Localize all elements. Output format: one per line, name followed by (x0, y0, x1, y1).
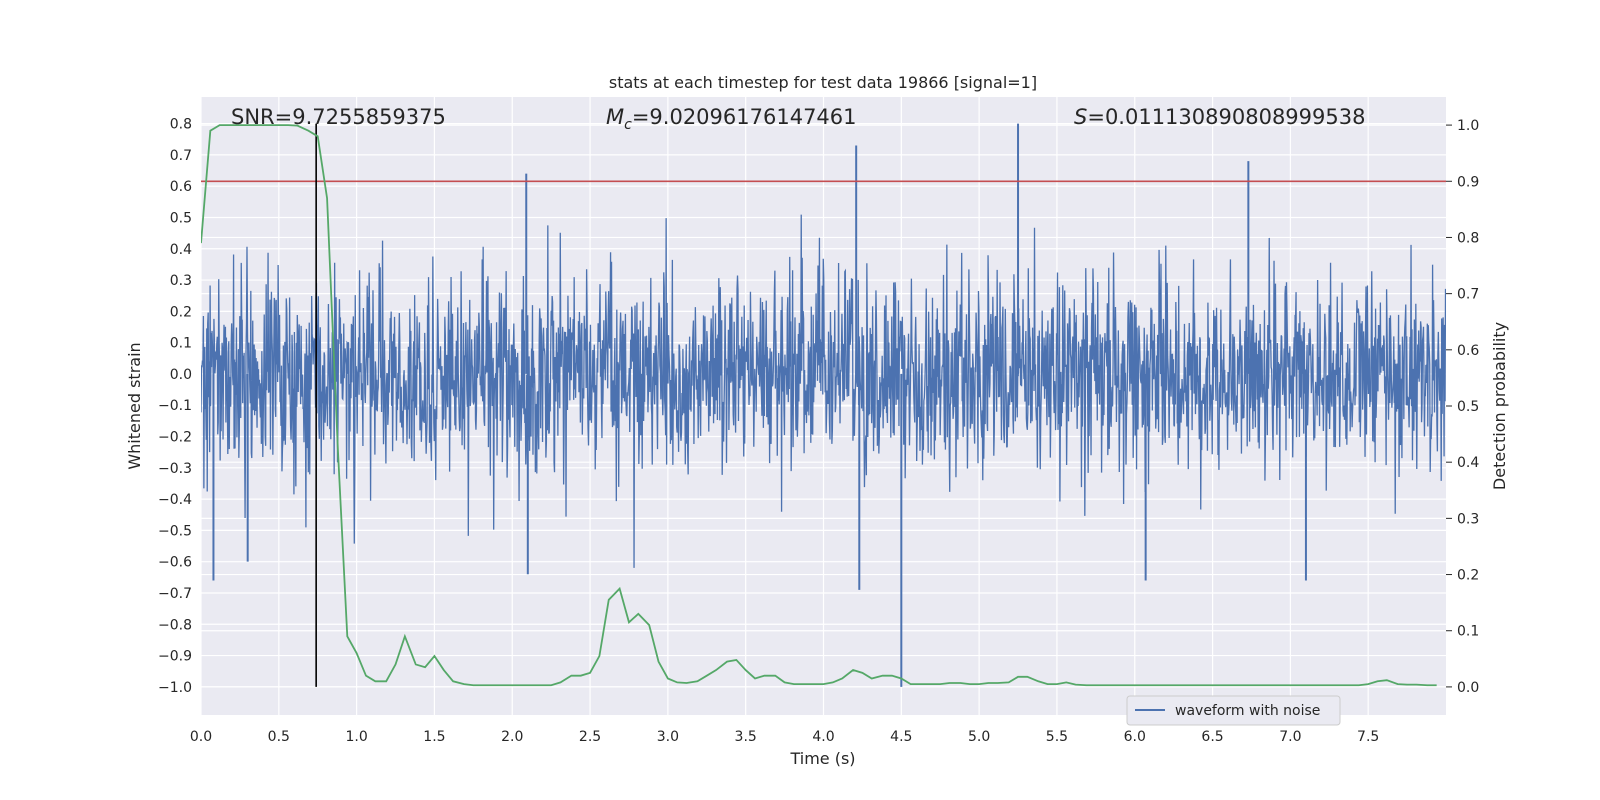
y-left-tick-label-0: 0.8 (170, 117, 192, 133)
legend: waveform with noise (1126, 695, 1341, 726)
y-right-axis-ticks: 1.0 0.9 0.8 0.7 0.6 0.5 0.4 0.3 0.2 0.1 0.0 (1446, 118, 1479, 696)
y-left-tick-label-2: 0.6 (170, 179, 192, 195)
y-left-tick-label-10: −0.2 (158, 430, 192, 446)
series-detection-probability-line (201, 124, 1437, 687)
x-axis-ticks: 0.0 0.5 1.0 1.5 2.0 2.5 3.0 3.5 4.0 4.5 5.0 5.5 6.0 6… (190, 729, 1379, 745)
overlay-layer (201, 123, 1446, 687)
legend-label-waveform: waveform with noise (1175, 703, 1320, 719)
x-tick-label-4: 2.0 (501, 729, 523, 745)
y-right-tick-label-6: 0.4 (1457, 455, 1479, 471)
y-right-tick-label-10: 0.0 (1457, 680, 1479, 696)
x-tick-label-13: 6.5 (1201, 729, 1223, 745)
y-left-tick-label-16: −0.8 (158, 617, 192, 633)
x-tick-label-6: 3.0 (657, 729, 679, 745)
chirp-mass-symbol: M (606, 105, 624, 129)
y-left-tick-label-3: 0.5 (170, 210, 192, 226)
x-tick-label-14: 7.0 (1279, 729, 1301, 745)
x-tick-label-11: 5.5 (1046, 729, 1068, 745)
x-tick-label-15: 7.5 (1357, 729, 1379, 745)
y-left-tick-label-11: −0.3 (158, 461, 192, 477)
y-left-tick-label-12: −0.4 (158, 492, 192, 508)
y-left-tick-label-8: 0.0 (170, 367, 192, 383)
y-left-tick-label-4: 0.4 (170, 242, 192, 258)
y-right-tick-label-8: 0.2 (1457, 568, 1479, 584)
y-right-tick-label-2: 0.8 (1457, 230, 1479, 246)
chirp-mass-subscript: c (624, 117, 632, 133)
x-tick-label-2: 1.0 (345, 729, 367, 745)
x-tick-label-1: 0.5 (268, 729, 290, 745)
y-left-tick-label-5: 0.3 (170, 273, 192, 289)
y-left-tick-label-17: −0.9 (158, 649, 192, 665)
y-left-tick-label-18: −1.0 (158, 680, 192, 696)
y-right-tick-label-9: 0.1 (1457, 624, 1479, 640)
y-right-tick-label-3: 0.7 (1457, 287, 1479, 303)
snr-annotation: SNR=9.7255859375 (231, 105, 446, 129)
y-left-tick-label-13: −0.5 (158, 523, 192, 539)
y-left-tick-label-6: 0.2 (170, 304, 192, 320)
y-right-tick-label-1: 0.9 (1457, 174, 1479, 190)
y-left-tick-label-7: 0.1 (170, 336, 192, 352)
y-left-axis-label: Whitened strain (125, 342, 144, 469)
x-tick-label-7: 3.5 (735, 729, 757, 745)
x-tick-label-0: 0.0 (190, 729, 212, 745)
y-left-tick-label-14: −0.6 (158, 555, 192, 571)
y-left-axis-ticks: 0.8 0.7 0.6 0.5 0.4 0.3 0.2 0.1 0.0 −0.1 −0.2 −0.3 −… (158, 117, 192, 696)
y-right-tick-label-5: 0.5 (1457, 399, 1479, 415)
x-tick-label-9: 4.5 (890, 729, 912, 745)
y-right-tick-label-4: 0.6 (1457, 343, 1479, 359)
s-value: =0.011130890808999538 (1087, 105, 1365, 129)
x-tick-label-8: 4.0 (812, 729, 834, 745)
waveform-layer (201, 123, 1446, 687)
y-right-tick-label-0: 1.0 (1457, 118, 1479, 134)
x-tick-label-5: 2.5 (579, 729, 601, 745)
y-right-axis-label: Detection probability (1490, 322, 1509, 490)
chirp-mass-value: =9.02096176147461 (632, 105, 857, 129)
grid (200, 97, 1446, 715)
y-left-tick-label-15: −0.7 (158, 586, 192, 602)
x-axis-label: Time (s) (789, 749, 855, 768)
y-left-tick-label-1: 0.7 (170, 148, 192, 164)
y-right-tick-label-7: 0.3 (1457, 511, 1479, 527)
series-waveform-line (201, 214, 1446, 568)
legend-box (1126, 695, 1341, 726)
s-symbol: S (1074, 105, 1087, 129)
x-tick-label-3: 1.5 (423, 729, 445, 745)
s-annotation: S=0.011130890808999538 (1074, 105, 1365, 129)
y-left-tick-label-9: −0.1 (158, 398, 192, 414)
chart-title: stats at each timestep for test data 198… (609, 73, 1037, 92)
x-tick-label-12: 6.0 (1124, 729, 1146, 745)
x-tick-label-10: 5.0 (968, 729, 990, 745)
chirp-mass-annotation: Mc=9.02096176147461 (606, 105, 857, 133)
